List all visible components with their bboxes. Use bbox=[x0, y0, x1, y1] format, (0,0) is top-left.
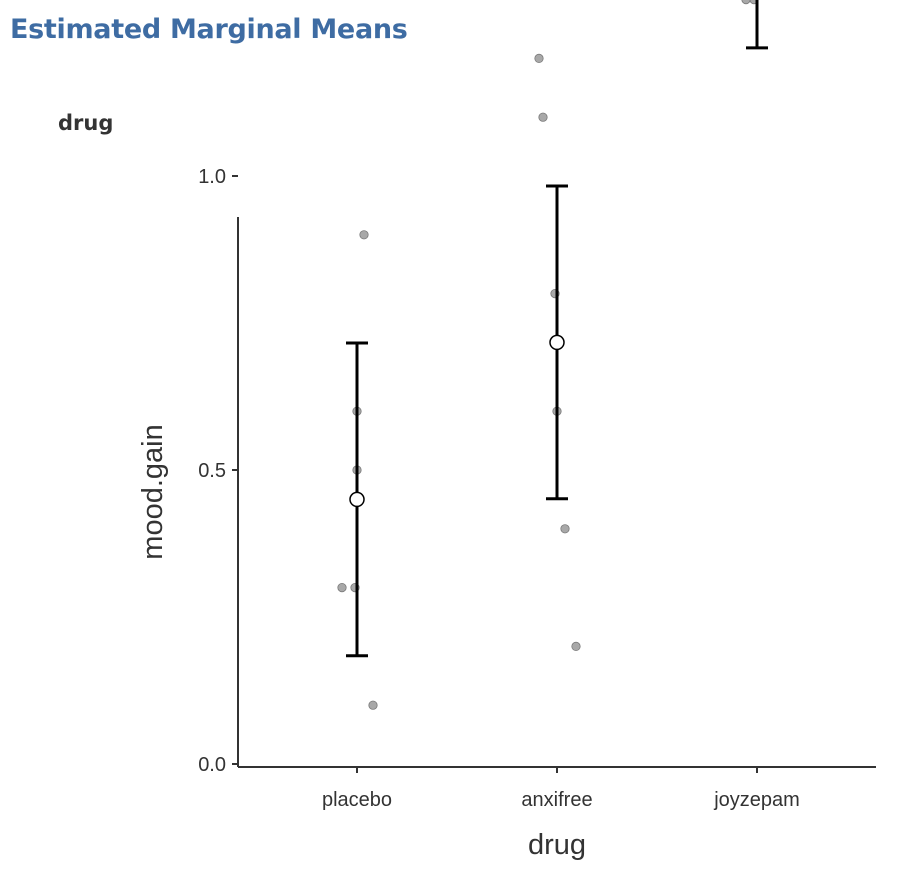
x-axis-title: drug bbox=[528, 829, 586, 861]
data-point bbox=[571, 641, 581, 652]
x-tick-label: anxifree bbox=[521, 789, 592, 811]
data-point bbox=[741, 0, 751, 5]
data-point bbox=[359, 230, 369, 240]
data-point bbox=[534, 53, 544, 64]
data-point bbox=[560, 524, 570, 534]
plot-subtitle: drug bbox=[58, 111, 114, 135]
y-axis-title: mood.gain bbox=[137, 424, 169, 559]
x-axis-ticks: placebo anxifree joyzepam bbox=[322, 767, 800, 811]
y-axis-ticks: 0.00.51.01.5 bbox=[198, 166, 238, 776]
data-point bbox=[538, 112, 548, 122]
raw-data-points bbox=[337, 0, 759, 710]
y-tick-label: 0.0 bbox=[198, 754, 226, 776]
section-title: Estimated Marginal Means bbox=[10, 14, 408, 45]
y-tick-label: 0.5 bbox=[198, 460, 226, 482]
error-bars bbox=[346, 0, 768, 658]
x-tick-label: joyzepam bbox=[713, 789, 800, 811]
x-tick-label: placebo bbox=[322, 789, 392, 811]
data-point bbox=[368, 700, 378, 710]
mean-marker bbox=[549, 334, 565, 351]
data-point bbox=[337, 582, 347, 593]
mean-marker bbox=[349, 491, 365, 508]
y-tick-label: 1.0 bbox=[198, 166, 226, 188]
mean-markers bbox=[349, 334, 565, 508]
